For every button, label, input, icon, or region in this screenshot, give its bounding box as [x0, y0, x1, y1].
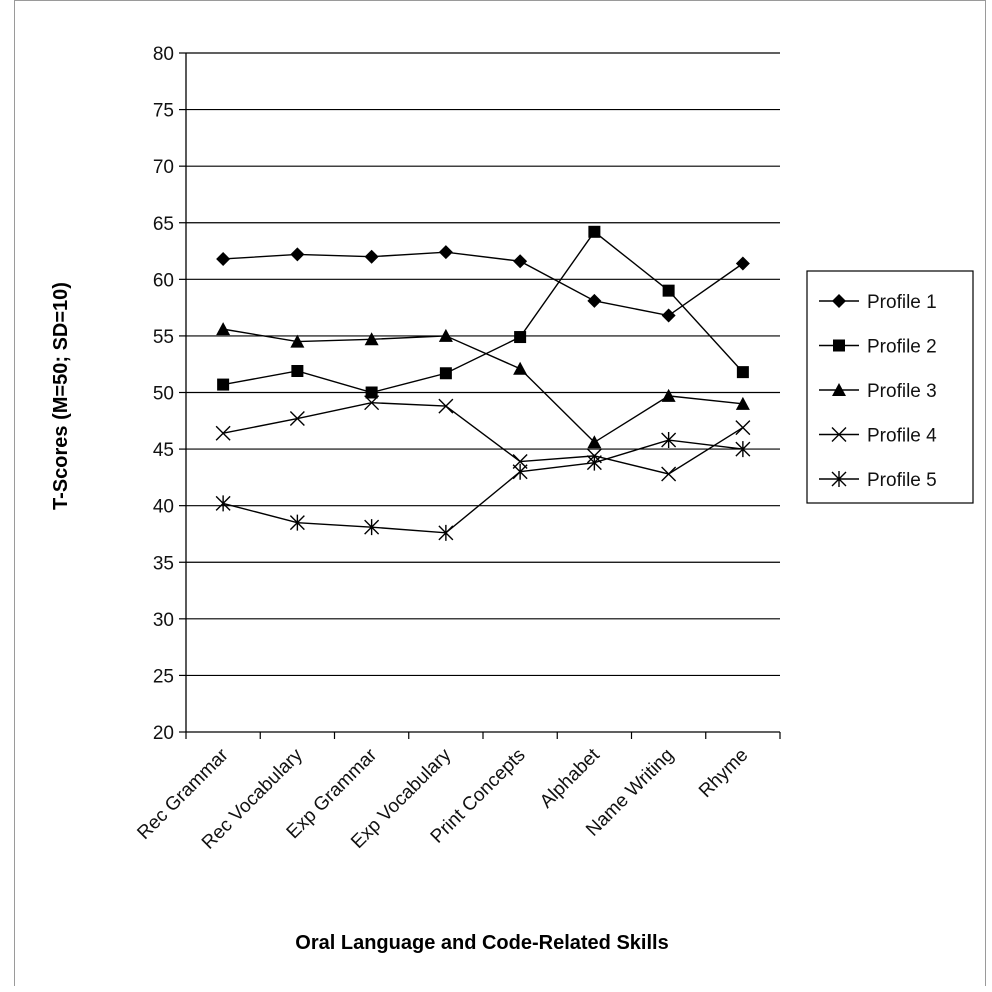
legend-item: Profile 3: [819, 381, 937, 402]
legend-item: Profile 5: [819, 470, 937, 491]
x-category-label: Alphabet: [536, 744, 604, 812]
data-point: [661, 466, 677, 482]
legend-marker: [831, 427, 847, 442]
series-line: [223, 251, 744, 317]
data-point: [735, 256, 750, 271]
data-point: [512, 463, 528, 480]
data-point: [735, 396, 750, 410]
x-axis-title: Oral Language and Code-Related Skills: [295, 932, 668, 954]
data-point: [513, 361, 528, 375]
data-point: [365, 386, 378, 399]
series-3: [216, 322, 750, 449]
legend-label: Profile 3: [867, 381, 937, 402]
chart-frame: 20 25 30 35 40 45 50 55 60 65 70 75 80 Rec Grammar Re…: [14, 0, 986, 986]
axes: [179, 52, 781, 739]
y-tick-label: 50: [153, 384, 174, 405]
data-point: [216, 322, 231, 336]
legend-label: Profile 4: [867, 426, 937, 447]
data-point: [438, 328, 453, 342]
series-line: [223, 328, 743, 444]
legend-marker: [832, 294, 846, 308]
y-tick-label: 35: [153, 553, 174, 574]
data-point: [438, 398, 454, 414]
y-tick-label: 30: [153, 610, 174, 631]
x-category-label: Rhyme: [695, 745, 752, 802]
series-lines: [215, 225, 751, 541]
data-point: [289, 514, 305, 531]
y-axis-title: T-Scores (M=50; SD=10): [50, 282, 72, 510]
data-point: [438, 524, 454, 541]
y-tick-label: 60: [153, 270, 174, 291]
data-point: [364, 332, 379, 346]
legend-label: Profile 2: [867, 337, 937, 358]
data-point: [364, 249, 379, 264]
data-point: [586, 454, 602, 471]
data-point: [735, 420, 751, 436]
data-point: [662, 284, 675, 297]
y-tick-label: 20: [153, 723, 174, 744]
data-point: [290, 247, 305, 262]
data-point: [588, 225, 601, 238]
data-point: [216, 251, 231, 266]
data-point: [735, 441, 751, 458]
y-tick-label: 65: [153, 214, 174, 235]
legend-item: Profile 1: [819, 292, 937, 313]
data-point: [439, 367, 452, 380]
data-point: [587, 435, 602, 449]
y-tick-label: 70: [153, 157, 174, 178]
data-point: [215, 425, 231, 441]
series-line: [222, 401, 744, 475]
legend-label: Profile 5: [867, 470, 937, 491]
legend-label: Profile 1: [867, 292, 937, 313]
y-tick-label: 75: [153, 101, 174, 122]
data-point: [364, 519, 380, 536]
legend-marker: [831, 471, 847, 487]
gridlines: [186, 52, 780, 677]
series-1: [216, 245, 750, 323]
data-point: [364, 395, 380, 411]
y-tick-label: 40: [153, 497, 174, 518]
data-point: [215, 495, 231, 512]
series-5: [215, 432, 751, 541]
data-point: [438, 245, 453, 260]
series-line: [222, 230, 744, 394]
data-point: [661, 308, 676, 323]
line-chart: 20 25 30 35 40 45 50 55 60 65 70 75 80 Rec GrammarRe…: [50, 44, 974, 954]
y-tick-label: 25: [153, 666, 174, 687]
legend: Profile 1 Profile 2 Profile 3 Profile 4 Prof…: [806, 270, 974, 504]
data-point: [661, 432, 677, 449]
data-point: [661, 388, 676, 402]
data-point: [587, 293, 602, 308]
data-point: [291, 364, 304, 377]
data-point: [217, 378, 230, 391]
legend-marker: [833, 339, 845, 352]
data-point: [736, 366, 749, 379]
legend-box: [806, 270, 974, 504]
data-point: [514, 331, 527, 344]
y-tick-label: 45: [153, 440, 174, 461]
y-tick-label: 80: [153, 44, 174, 65]
data-point: [290, 334, 305, 348]
series-2: [217, 225, 749, 399]
legend-marker: [832, 383, 846, 396]
legend-item: Profile 4: [819, 426, 937, 447]
data-point: [289, 411, 305, 427]
y-tick-labels: 20 25 30 35 40 45 50 55 60 65 70 75 80: [153, 44, 174, 744]
data-point: [513, 254, 528, 269]
legend-item: Profile 2: [819, 337, 937, 358]
series-line: [222, 439, 743, 534]
y-tick-label: 55: [153, 327, 174, 348]
